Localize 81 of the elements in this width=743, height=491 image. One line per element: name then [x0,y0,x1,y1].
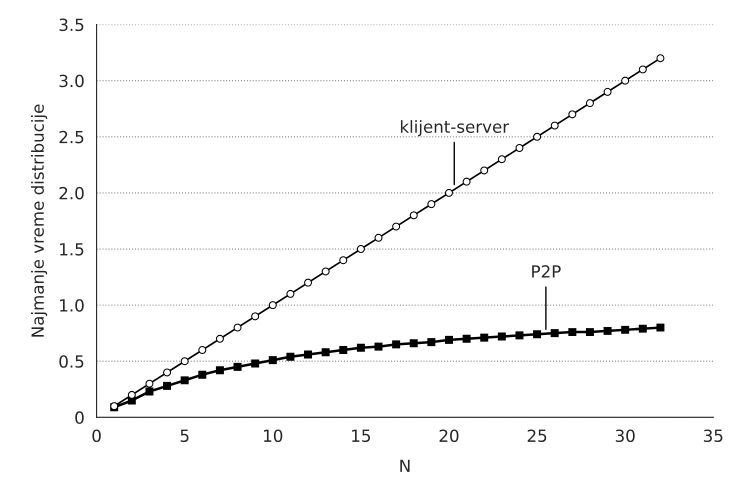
y-tick-label: 0.5 [59,355,84,368]
point [198,346,206,354]
point [128,390,136,399]
point [180,376,189,384]
point [550,329,559,338]
point [180,357,189,366]
x-tick-label: 10 [264,429,282,442]
y-tick-label: 0 [75,411,84,424]
point [568,110,576,118]
point [427,338,436,346]
point [268,301,277,310]
annotation: klijent-server [400,120,510,136]
point [163,368,172,376]
point [234,362,242,371]
point [604,326,612,335]
point [322,348,330,356]
point [410,339,418,348]
point [586,328,594,336]
point [462,178,471,186]
point [498,155,506,164]
point [604,88,612,96]
point [533,132,542,141]
x-tick-label: 5 [180,430,189,442]
point [444,336,453,344]
x-tick-label: 25 [528,429,546,442]
point [533,330,542,338]
point [621,76,630,85]
point [198,370,206,379]
point [339,256,348,264]
point [145,380,154,388]
point [234,324,242,332]
x-axis-title: N [400,460,410,472]
y-tick-label: 3.5 [60,18,84,32]
point [356,245,365,253]
point [356,344,365,352]
point [216,366,224,374]
point [498,332,506,341]
point [268,356,277,364]
point [462,334,471,343]
point [586,99,594,108]
point [656,54,664,62]
point [638,324,647,333]
point [480,166,488,174]
y-axis-title: Najmanje vreme distribucije [31,104,48,337]
x-tick-label: 15 [352,430,370,442]
point [339,346,348,354]
point [621,326,630,334]
point [374,234,382,242]
point [410,211,418,220]
y-tick-label: 2.5 [60,130,84,144]
point [656,324,664,332]
point [322,267,330,276]
point [392,340,400,348]
point [374,342,382,351]
point [568,328,576,336]
y-tick-label: 1.5 [60,243,84,256]
point [145,388,154,396]
point [286,290,294,298]
point [304,350,312,358]
annotation: P2P [532,265,561,278]
point [427,200,436,208]
point [286,352,294,361]
point [480,334,488,342]
point [392,222,400,231]
x-tick-label: 30 [616,429,635,442]
point [163,382,172,390]
point [216,334,224,343]
point [515,331,524,340]
point [251,312,260,320]
x-tick-label: 35 [704,429,722,442]
point [638,65,647,74]
point [515,144,524,152]
point [550,122,559,130]
point [251,359,260,368]
y-tick-label: 2.0 [60,186,84,200]
y-tick-label: 1.0 [60,299,84,312]
point [444,188,453,197]
x-tick-label: 20 [440,429,458,442]
x-tick-label: 0 [92,429,101,442]
point [304,278,312,287]
y-tick-label: 3.0 [60,74,84,88]
